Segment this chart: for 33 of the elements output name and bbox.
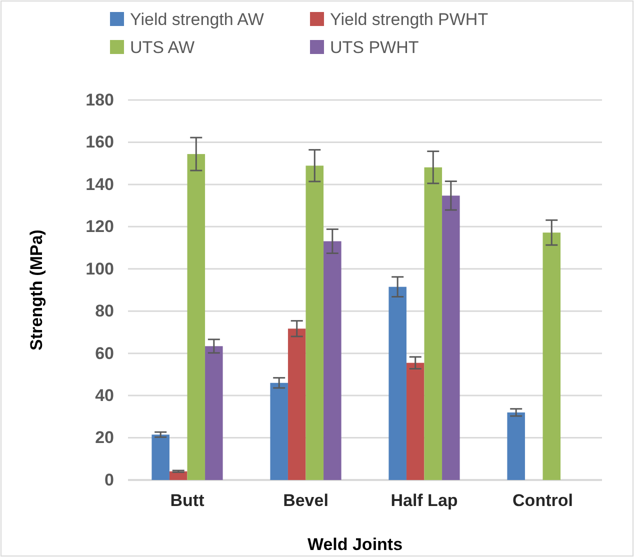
y-tick-label: 140 (86, 174, 114, 194)
bar (507, 412, 525, 480)
y-tick-label: 20 (95, 428, 114, 448)
x-tick-label: Control (512, 491, 573, 510)
x-axis-title: Weld Joints (307, 535, 403, 554)
y-tick-label: 120 (86, 217, 114, 236)
bar (187, 154, 206, 480)
legend-label: UTS AW (130, 38, 195, 57)
bar (324, 241, 342, 480)
y-tick-label: 160 (86, 132, 114, 152)
y-tick-label: 180 (86, 90, 114, 110)
bar (205, 346, 223, 480)
bar (424, 167, 442, 480)
legend-label: Yield strength PWHT (330, 10, 488, 29)
y-tick-label: 40 (95, 386, 114, 405)
bar (288, 328, 306, 480)
y-tick-label: 80 (95, 302, 114, 321)
bar (542, 232, 561, 480)
y-tick-label: 60 (95, 344, 114, 363)
bar (152, 434, 170, 480)
bar (306, 166, 324, 480)
legend-label: UTS PWHT (330, 38, 419, 57)
bar (442, 196, 460, 480)
bar (388, 286, 406, 480)
x-tick-label: Butt (170, 491, 205, 510)
x-tick-label: Bevel (283, 491, 328, 510)
y-tick-label: 0 (104, 470, 114, 490)
legend-label: Yield strength AW (130, 10, 264, 29)
bar (270, 382, 288, 480)
y-tick-label: 100 (86, 259, 114, 278)
x-tick-label: Half Lap (390, 491, 458, 510)
y-axis-title: Strength (MPa) (27, 230, 46, 350)
bar (406, 362, 424, 480)
